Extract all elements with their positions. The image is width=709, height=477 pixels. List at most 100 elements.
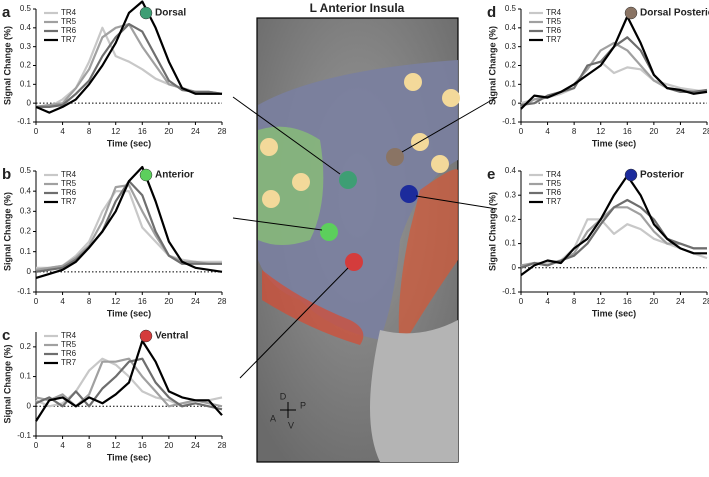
- panel-label: d: [487, 4, 496, 21]
- y-tick-label: 0.4: [20, 23, 32, 32]
- y-tick-label: 0.2: [505, 215, 517, 224]
- x-axis-label: Time (sec): [592, 138, 636, 148]
- y-tick-label: 0.1: [505, 79, 517, 88]
- x-tick-label: 16: [138, 127, 147, 136]
- x-tick-label: 20: [164, 441, 173, 450]
- y-tick-label: 0.2: [505, 61, 517, 70]
- x-tick-label: 20: [649, 297, 658, 306]
- y-tick-label: -0.1: [17, 287, 31, 296]
- legend-label: TR4: [61, 170, 77, 179]
- x-tick-label: 24: [676, 297, 685, 306]
- y-axis-label: Signal Change (%): [2, 26, 12, 105]
- x-tick-label: 16: [138, 297, 147, 306]
- y-axis-label: Signal Change (%): [2, 344, 12, 423]
- x-tick-label: 12: [111, 127, 120, 136]
- y-tick-label: 0.3: [505, 190, 517, 199]
- y-tick-label: 0: [27, 267, 32, 276]
- y-tick-label: 0.5: [20, 4, 32, 13]
- x-tick-label: 28: [703, 127, 709, 136]
- y-tick-label: 0.1: [20, 79, 32, 88]
- y-axis-label: Signal Change (%): [487, 26, 497, 105]
- y-tick-label: 0: [27, 98, 32, 107]
- x-axis-label: Time (sec): [107, 138, 151, 148]
- region-dot: [139, 329, 153, 343]
- x-axis-label: Time (sec): [107, 452, 151, 462]
- x-tick-label: 0: [34, 297, 39, 306]
- x-tick-label: 24: [676, 127, 685, 136]
- x-tick-label: 28: [218, 297, 227, 306]
- x-tick-label: 12: [596, 127, 605, 136]
- x-tick-label: 20: [164, 297, 173, 306]
- x-tick-label: 28: [703, 297, 709, 306]
- y-tick-label: -0.1: [502, 117, 516, 126]
- region-dot: [624, 6, 638, 20]
- center-title: L Anterior Insula: [310, 1, 405, 15]
- panel-label: b: [2, 166, 11, 183]
- x-tick-label: 0: [34, 441, 39, 450]
- legend-label: TR7: [61, 358, 77, 367]
- panel-title: Ventral: [155, 331, 189, 342]
- x-tick-label: 4: [60, 127, 65, 136]
- y-tick-label: -0.1: [17, 431, 31, 440]
- series-line: [520, 174, 707, 276]
- y-tick-label: 0.4: [505, 166, 517, 175]
- series-line: [35, 165, 223, 279]
- region-dot: [139, 168, 153, 182]
- x-tick-label: 8: [572, 297, 577, 306]
- y-tick-label: 0.4: [20, 186, 32, 195]
- x-tick-label: 0: [519, 297, 524, 306]
- legend-label: TR5: [546, 179, 562, 188]
- region-dot: [624, 168, 638, 182]
- legend-label: TR7: [546, 197, 562, 206]
- y-tick-label: 0: [512, 263, 517, 272]
- x-tick-label: 28: [218, 127, 227, 136]
- orientation-label: P: [300, 400, 306, 410]
- x-axis-label: Time (sec): [107, 308, 151, 318]
- panel-label: c: [2, 327, 10, 344]
- legend-label: TR4: [61, 331, 77, 340]
- y-axis-label: Signal Change (%): [2, 192, 12, 271]
- orientation-label: V: [288, 420, 294, 430]
- y-tick-label: -0.1: [17, 117, 31, 126]
- series-line: [35, 0, 222, 114]
- legend-label: TR4: [61, 8, 77, 17]
- legend-label: TR5: [61, 17, 77, 26]
- panel-label: a: [2, 4, 11, 21]
- orientation-label: A: [270, 413, 276, 423]
- legend-label: TR6: [61, 349, 77, 358]
- x-tick-label: 24: [191, 297, 200, 306]
- series-line: [35, 184, 222, 271]
- legend-label: TR7: [61, 197, 77, 206]
- x-tick-label: 16: [623, 297, 632, 306]
- x-tick-label: 20: [164, 127, 173, 136]
- x-tick-label: 8: [87, 127, 92, 136]
- x-tick-label: 28: [218, 441, 227, 450]
- y-tick-label: 0.1: [20, 247, 32, 256]
- x-tick-label: 4: [60, 297, 65, 306]
- orientation-label: D: [280, 391, 287, 401]
- series-line: [35, 357, 223, 408]
- y-axis-label: Signal Change (%): [487, 192, 497, 271]
- legend-label: TR6: [61, 188, 77, 197]
- y-tick-label: 0.3: [20, 206, 32, 215]
- brain-image: [232, 17, 498, 463]
- x-tick-label: 4: [545, 127, 550, 136]
- panel-label: e: [487, 166, 495, 183]
- y-tick-label: 0.1: [20, 372, 32, 381]
- y-tick-label: 0: [27, 401, 32, 410]
- x-tick-label: 4: [60, 441, 65, 450]
- y-tick-label: 0.5: [20, 166, 32, 175]
- x-tick-label: 24: [191, 441, 200, 450]
- x-tick-label: 0: [34, 127, 39, 136]
- series-line: [520, 15, 708, 110]
- x-tick-label: 12: [111, 441, 120, 450]
- legend-label: TR4: [546, 8, 562, 17]
- y-tick-label: 0.1: [505, 239, 517, 248]
- x-tick-label: 8: [87, 441, 92, 450]
- x-axis-label: Time (sec): [592, 308, 636, 318]
- y-tick-label: 0.2: [20, 227, 32, 236]
- series-line: [520, 198, 707, 269]
- legend-label: TR6: [546, 188, 562, 197]
- y-tick-label: 0.2: [20, 61, 32, 70]
